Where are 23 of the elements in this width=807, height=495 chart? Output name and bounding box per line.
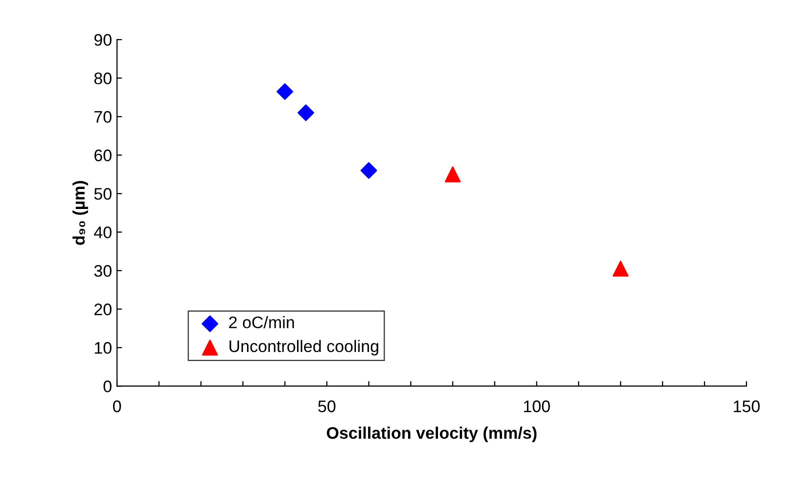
x-tick-label: 100 xyxy=(524,400,550,412)
y-tick-label: 20 xyxy=(94,304,112,316)
y-tick-label: 40 xyxy=(94,226,112,238)
point xyxy=(276,83,294,100)
y-tick-label: 50 xyxy=(94,188,112,200)
legend-label: 2 oC/min xyxy=(229,316,294,328)
point xyxy=(612,260,629,277)
x-axis-title: Oscillation velocity (mm/s) xyxy=(326,426,537,442)
y-tick-label: 30 xyxy=(94,265,112,277)
legend-label: Uncontrolled cooling xyxy=(230,340,378,356)
y-tick-label: 80 xyxy=(94,72,112,84)
y-tick-label: 90 xyxy=(94,34,112,46)
x-tick-label: 0 xyxy=(113,400,121,412)
point xyxy=(298,104,314,122)
point xyxy=(444,166,461,182)
y-tick-label: 0 xyxy=(104,380,112,392)
y-tick-label: 10 xyxy=(94,342,112,354)
y-tick-label: 70 xyxy=(94,111,112,123)
y-tick-label: 60 xyxy=(94,150,112,162)
x-tick-label: 150 xyxy=(734,400,760,412)
y-axis-title: d₉₀ (µm) xyxy=(72,181,88,245)
point xyxy=(360,162,378,179)
x-tick-label: 50 xyxy=(318,400,336,412)
